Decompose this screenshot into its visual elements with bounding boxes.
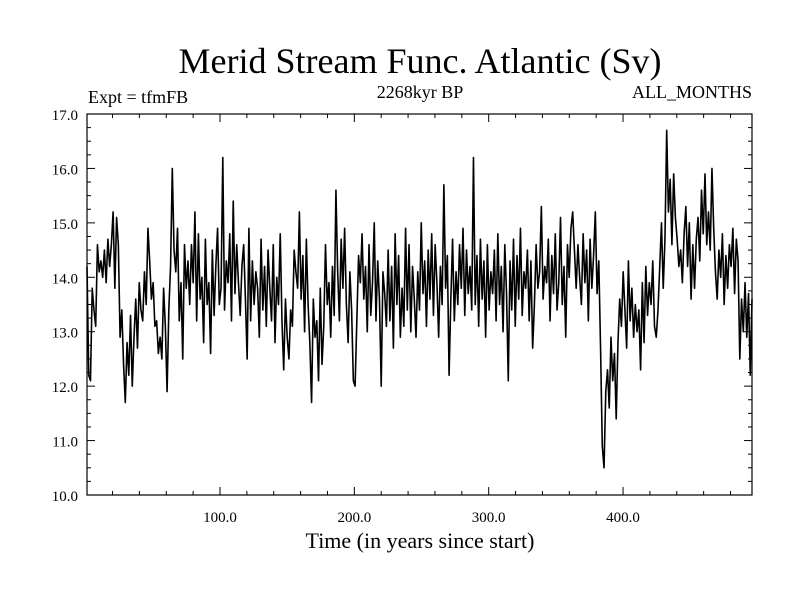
y-tick-label: 15.0	[52, 217, 78, 233]
period-label: 2268kyr BP	[377, 82, 464, 102]
y-tick-label: 17.0	[52, 108, 78, 124]
y-tick-label: 11.0	[52, 435, 78, 451]
x-tick-label: 100.0	[203, 510, 237, 526]
y-tick-label: 16.0	[52, 162, 78, 178]
x-tick-label: 200.0	[337, 510, 371, 526]
x-axis: 100.0 200.0 300.0 400.0	[112, 114, 732, 526]
y-tick-label: 14.0	[52, 271, 78, 287]
months-label: ALL_MONTHS	[632, 82, 752, 102]
series-layer	[86, 129, 753, 469]
x-tick-label: 300.0	[472, 510, 506, 526]
x-axis-label: Time (in years since start)	[306, 528, 535, 553]
y-tick-label: 12.0	[52, 380, 78, 396]
chart-title: Merid Stream Func. Atlantic (Sv)	[179, 41, 662, 81]
y-tick-label: 13.0	[52, 326, 78, 342]
series-line	[86, 129, 753, 469]
x-tick-label: 400.0	[606, 510, 640, 526]
y-tick-label: 10.0	[52, 489, 78, 505]
experiment-label: Expt = tfmFB	[88, 87, 188, 107]
